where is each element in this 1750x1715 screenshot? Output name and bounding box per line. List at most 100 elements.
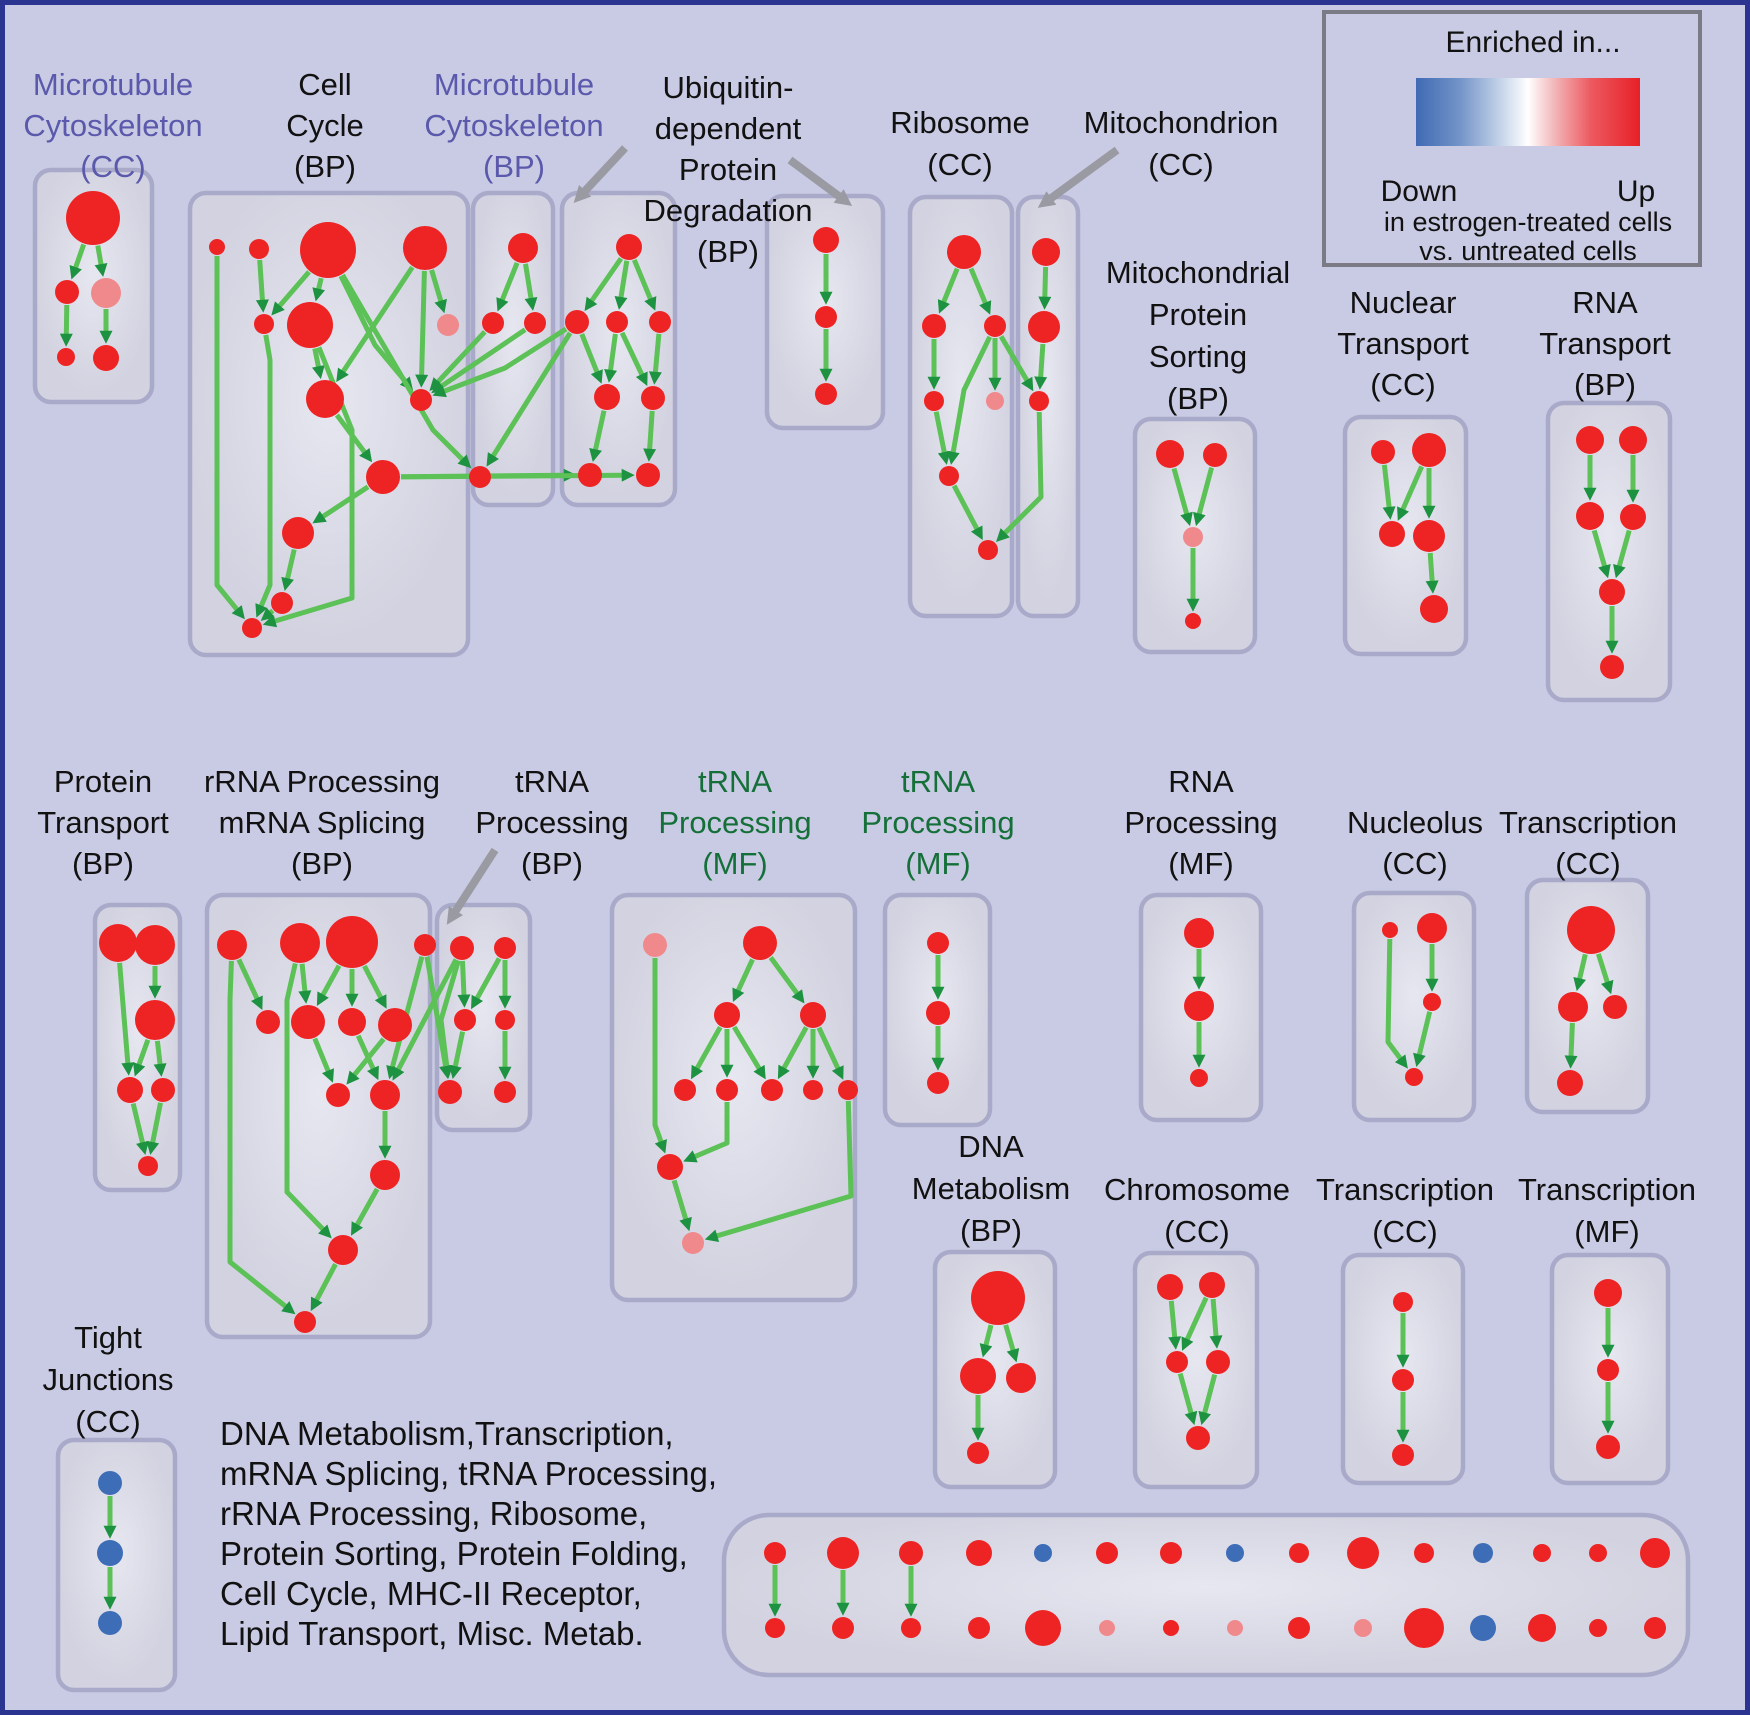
node-mt7 xyxy=(1160,1542,1182,1564)
cluster-label-mitochondrion-cc: Mitochondrion (CC) xyxy=(1084,105,1279,182)
edge-c11-c12 xyxy=(260,607,275,621)
node-z2 xyxy=(1423,993,1441,1011)
node-j2 xyxy=(927,1072,949,1094)
node-g1 xyxy=(280,923,320,963)
node-f1 xyxy=(1392,1369,1414,1391)
node-c0 xyxy=(209,239,225,255)
edge-h0-h2 xyxy=(457,960,471,1008)
node-x1 xyxy=(1184,991,1214,1021)
node-mb4 xyxy=(968,1617,990,1639)
node-q0 xyxy=(1371,440,1395,464)
node-mt3 xyxy=(899,1541,923,1565)
node-a4 xyxy=(93,345,119,371)
node-h0 xyxy=(450,936,474,960)
edge-k1-k3 xyxy=(768,956,805,1004)
node-p3 xyxy=(1185,613,1201,629)
edge-r5-r6 xyxy=(951,484,983,541)
node-q2 xyxy=(1379,521,1405,547)
node-mb15 xyxy=(1644,1617,1666,1639)
node-a2 xyxy=(91,278,121,308)
node-mb12 xyxy=(1470,1615,1496,1641)
edge-g5-g8 xyxy=(312,1037,335,1083)
legend-caption: in estrogen-treated cells vs. untreated c… xyxy=(1384,207,1672,266)
edge-k0-k9 xyxy=(652,958,667,1154)
node-mb10 xyxy=(1354,1619,1372,1637)
cluster-label-ribosome-cc: Ribosome (CC) xyxy=(890,105,1030,182)
node-c7 xyxy=(306,380,344,418)
node-k8 xyxy=(838,1080,858,1100)
node-j0 xyxy=(927,932,949,954)
cluster-label-nuclear-transport-cc: Nuclear Transport (CC) xyxy=(1337,285,1469,402)
cluster-label-dna-metabolism-bp: DNA Metabolism (BP) xyxy=(912,1129,1071,1248)
edge-u0-u1 xyxy=(584,257,624,312)
node-mb7 xyxy=(1163,1620,1179,1636)
node-d0 xyxy=(971,1271,1025,1325)
legend-title: Enriched in... xyxy=(1445,26,1620,59)
mitochondrion-pointer-icon xyxy=(1037,146,1120,208)
node-g3 xyxy=(414,934,436,956)
node-k9 xyxy=(657,1154,683,1180)
edge-c9-c10 xyxy=(312,484,370,524)
node-r0 xyxy=(947,235,981,269)
node-t0 xyxy=(99,924,137,962)
edge-k3-k6 xyxy=(777,1026,809,1080)
node-y1 xyxy=(1558,992,1588,1022)
cross-edge-h0-g9 xyxy=(392,958,459,1081)
node-w0 xyxy=(1032,238,1060,266)
node-u7 xyxy=(636,463,660,487)
node-e4 xyxy=(1186,1426,1210,1450)
edge-k2-k4 xyxy=(690,1025,723,1080)
node-h4 xyxy=(438,1080,462,1104)
edge-c3-c6 xyxy=(429,269,447,314)
node-w2 xyxy=(1029,391,1049,411)
node-t4 xyxy=(151,1078,175,1102)
legend-up-label: Up xyxy=(1617,175,1655,208)
node-s0 xyxy=(1576,426,1604,454)
node-e2 xyxy=(1166,1351,1188,1373)
cluster-box-shared-terms xyxy=(721,1512,1691,1678)
cluster-box-dna-metabolism-bp xyxy=(932,1249,1058,1490)
node-x0 xyxy=(1184,918,1214,948)
node-k10 xyxy=(682,1232,704,1254)
cross-edge-m2-c8 xyxy=(431,327,527,394)
node-z1 xyxy=(1417,913,1447,943)
node-e3 xyxy=(1206,1350,1230,1374)
node-s2 xyxy=(1576,502,1604,530)
cluster-box-transcription-cc-mid xyxy=(1524,877,1651,1115)
cross-edge-m1-c8 xyxy=(429,330,487,392)
node-g11 xyxy=(328,1235,358,1265)
node-y0 xyxy=(1567,906,1615,954)
edge-e1-e2 xyxy=(1181,1296,1209,1351)
edge-c3-c8 xyxy=(415,270,429,388)
edge-k8-k10 xyxy=(704,1100,854,1243)
edge-q3-q4 xyxy=(1425,552,1439,594)
node-c9 xyxy=(366,460,400,494)
node-v1 xyxy=(815,306,837,328)
cluster-label-transcription-cc-bottom: Transcription (CC) xyxy=(1316,1172,1494,1249)
edge-z2-z3 xyxy=(1413,1011,1433,1067)
node-e1 xyxy=(1199,1272,1225,1298)
edge-a0-a1 xyxy=(69,243,87,280)
node-r2 xyxy=(984,315,1006,337)
node-v2 xyxy=(815,383,837,405)
edge-g6-g9 xyxy=(355,1034,379,1081)
node-b1 xyxy=(97,1540,123,1566)
node-o0 xyxy=(1594,1279,1622,1307)
node-h2 xyxy=(454,1009,476,1031)
ubiquitin-pointer-left-icon xyxy=(573,145,628,204)
edge-e0-e2 xyxy=(1168,1300,1182,1350)
edge-m0-m2 xyxy=(523,263,538,311)
edge-g1-g11 xyxy=(284,962,332,1239)
edge-g11-g12 xyxy=(310,1263,338,1312)
node-mt5 xyxy=(1034,1544,1052,1562)
node-h3 xyxy=(495,1010,515,1030)
node-q1 xyxy=(1412,433,1446,467)
node-mb1 xyxy=(765,1618,785,1638)
node-f2 xyxy=(1392,1444,1414,1466)
node-z3 xyxy=(1405,1068,1423,1086)
node-mt4 xyxy=(966,1540,992,1566)
edge-c3-c7 xyxy=(336,265,415,383)
